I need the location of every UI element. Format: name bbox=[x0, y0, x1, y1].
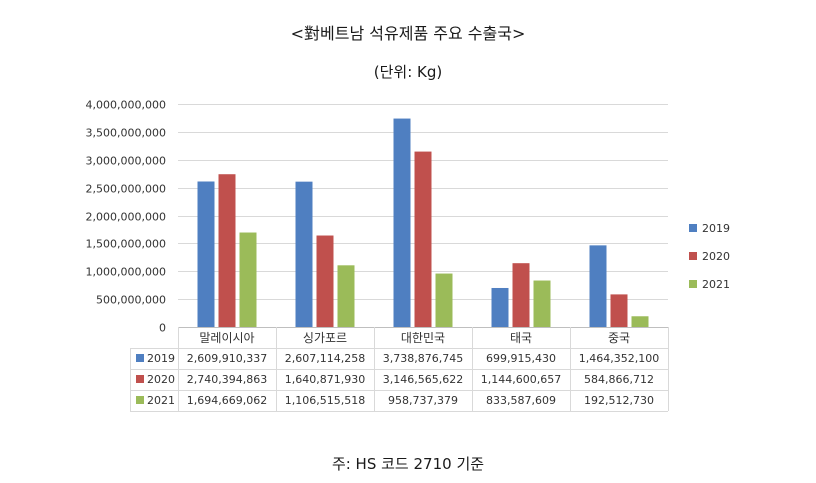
y-tick-label: 2,500,000,000 bbox=[86, 183, 166, 196]
legend-swatch-2019 bbox=[689, 224, 697, 232]
table-key-2021 bbox=[136, 396, 144, 404]
bar-2021-3 bbox=[435, 273, 453, 327]
y-tick-label: 1,500,000,000 bbox=[86, 238, 166, 251]
y-tick-label: 3,000,000,000 bbox=[86, 155, 166, 168]
y-tick-label: 0 bbox=[159, 322, 166, 335]
bar-2021-2 bbox=[337, 265, 355, 327]
data-label: 2,609,910,337 bbox=[187, 352, 267, 365]
table-key-2020 bbox=[136, 375, 144, 383]
bar-2020-4 bbox=[512, 263, 530, 327]
gridlines bbox=[178, 104, 668, 300]
data-label: 958,737,379 bbox=[388, 394, 458, 407]
data-label: 833,587,609 bbox=[486, 394, 556, 407]
data-label: 3,146,565,622 bbox=[383, 373, 463, 386]
data-label: 1,640,871,930 bbox=[285, 373, 365, 386]
legend-label: 2020 bbox=[702, 250, 730, 263]
data-label: 2,607,114,258 bbox=[285, 352, 365, 365]
data-label: 1,694,669,062 bbox=[187, 394, 267, 407]
x-category-label: 대한민국 bbox=[401, 331, 445, 345]
bar-2020-3 bbox=[414, 151, 432, 327]
data-label: 3,738,876,745 bbox=[383, 352, 463, 365]
data-label: 2,740,394,863 bbox=[187, 373, 267, 386]
data-table: 말레이시아 싱가포르 대한민국 태국 중국 2019 2,609,910,337 2,607,… bbox=[130, 327, 669, 412]
unit-label: (단위: Kg) bbox=[373, 63, 443, 81]
data-label: 1,464,352,100 bbox=[579, 352, 659, 365]
bars bbox=[197, 118, 649, 328]
data-label: 699,915,430 bbox=[486, 352, 556, 365]
x-category-label: 중국 bbox=[608, 331, 630, 345]
bar-2021-1 bbox=[239, 232, 257, 327]
y-tick-label: 1,000,000,000 bbox=[86, 266, 166, 279]
bar-2021-4 bbox=[533, 280, 551, 327]
bar-2020-1 bbox=[218, 174, 236, 327]
legend-label: 2021 bbox=[702, 278, 730, 291]
legend-swatch-2021 bbox=[689, 280, 697, 288]
y-tick-label: 3,500,000,000 bbox=[86, 127, 166, 140]
data-label: 1,144,600,657 bbox=[481, 373, 561, 386]
legend: 2019 2020 2021 bbox=[689, 222, 730, 291]
bar-2021-5 bbox=[631, 316, 649, 327]
table-key-2019 bbox=[136, 354, 144, 362]
x-category-label: 말레이시아 bbox=[199, 331, 254, 345]
x-category-label: 싱가포르 bbox=[303, 331, 347, 345]
y-axis: 0 500,000,000 1,000,000,000 1,500,000,000 2,… bbox=[86, 99, 166, 335]
bar-2019-5 bbox=[589, 245, 607, 327]
data-label: 584,866,712 bbox=[584, 373, 654, 386]
footnote: 주: HS 코드 2710 기준 bbox=[331, 455, 485, 473]
y-tick-label: 4,000,000,000 bbox=[86, 99, 166, 112]
bar-2020-5 bbox=[610, 294, 628, 327]
y-tick-label: 500,000,000 bbox=[96, 294, 166, 307]
legend-label: 2019 bbox=[702, 222, 730, 235]
x-category-label: 태국 bbox=[510, 331, 532, 345]
data-label: 1,106,515,518 bbox=[285, 394, 365, 407]
table-series-label: 2019 bbox=[147, 352, 175, 365]
data-label: 192,512,730 bbox=[584, 394, 654, 407]
bar-2019-4 bbox=[491, 287, 509, 327]
table-series-label: 2020 bbox=[147, 373, 175, 386]
bar-2020-2 bbox=[316, 235, 334, 327]
legend-swatch-2020 bbox=[689, 252, 697, 260]
y-tick-label: 2,000,000,000 bbox=[86, 211, 166, 224]
bar-2019-2 bbox=[295, 181, 313, 327]
table-series-label: 2021 bbox=[147, 394, 175, 407]
chart-title: <對베트남 석유제품 주요 수출국> bbox=[290, 24, 526, 43]
bar-2019-3 bbox=[393, 118, 411, 328]
bar-2019-1 bbox=[197, 181, 215, 327]
